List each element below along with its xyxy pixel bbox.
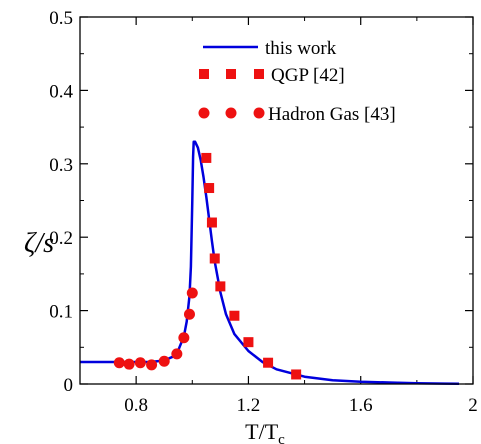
x-tick-label: 1.2 bbox=[237, 395, 261, 416]
y-tick-label: 0.2 bbox=[49, 228, 73, 249]
axis-ticks: 0 0.1 0.2 0.3 0.4 0.5 0.8 1.2 1.6 2 bbox=[49, 8, 478, 416]
plot-area bbox=[80, 140, 460, 386]
hadron-gas-point bbox=[183, 308, 195, 320]
qgp-point bbox=[215, 281, 226, 292]
hadron-gas-point bbox=[158, 355, 170, 367]
hadron-gas-point bbox=[146, 359, 158, 371]
legend-circle-3 bbox=[253, 107, 265, 119]
hadron-gas-point bbox=[186, 287, 198, 299]
y-tick-label: 0.5 bbox=[49, 8, 73, 29]
legend-label-this-work: this work bbox=[265, 38, 337, 59]
legend-label-qgp: QGP [42] bbox=[271, 65, 345, 86]
legend-circle-2 bbox=[225, 107, 237, 119]
series-line-this-work bbox=[80, 140, 460, 386]
qgp-point bbox=[201, 152, 212, 163]
x-tick-label: 2 bbox=[468, 395, 478, 416]
hadron-gas-point bbox=[171, 348, 183, 360]
x-axis-title-main: T/T bbox=[245, 419, 279, 444]
qgp-point bbox=[291, 369, 302, 380]
hadron-gas-point bbox=[123, 358, 135, 370]
qgp-point bbox=[263, 357, 274, 368]
legend-square-3 bbox=[254, 69, 264, 79]
legend-circle-1 bbox=[198, 107, 210, 119]
qgp-point bbox=[209, 253, 220, 264]
x-axis-title: T/Tc bbox=[245, 419, 285, 444]
y-tick-label: 0 bbox=[64, 375, 74, 396]
qgp-point bbox=[243, 337, 254, 348]
hadron-gas-point bbox=[178, 332, 190, 344]
legend-square-2 bbox=[226, 69, 236, 79]
x-tick-label: 0.8 bbox=[124, 395, 148, 416]
qgp-point bbox=[204, 183, 215, 194]
x-axis-title-subscript: c bbox=[278, 432, 285, 444]
x-tick-label: 1.6 bbox=[349, 395, 373, 416]
y-tick-label: 0.4 bbox=[49, 81, 73, 102]
hadron-gas-point bbox=[134, 357, 146, 369]
y-axis-title: ζ/s bbox=[24, 228, 54, 259]
legend-square-1 bbox=[199, 69, 209, 79]
qgp-point bbox=[206, 217, 217, 228]
plot-frame bbox=[79, 16, 474, 385]
legend-label-hadron-gas: Hadron Gas [43] bbox=[268, 104, 396, 125]
y-tick-label: 0.1 bbox=[49, 302, 73, 323]
legend: this work QGP [42] Hadron Gas [43] bbox=[198, 38, 396, 125]
qgp-point bbox=[229, 310, 240, 321]
y-tick-label: 0.3 bbox=[49, 155, 73, 176]
hadron-gas-point bbox=[113, 357, 125, 369]
